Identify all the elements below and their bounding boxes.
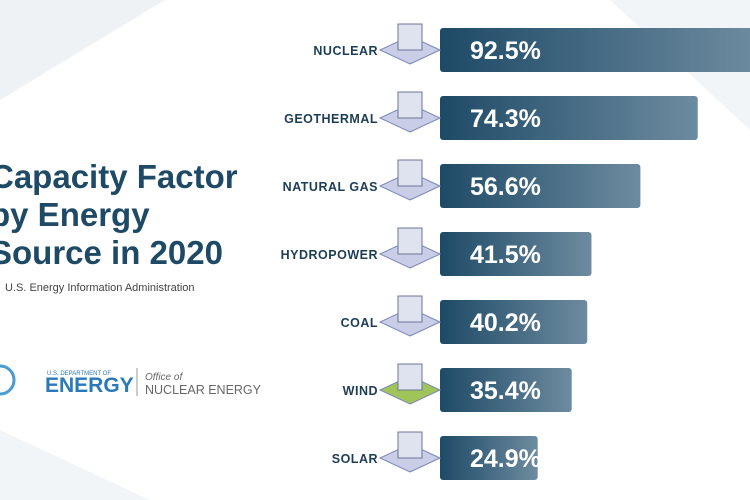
office-main: NUCLEAR ENERGY [145, 383, 262, 397]
category-label: GEOTHERMAL [284, 112, 378, 126]
category-label: WIND [343, 384, 378, 398]
value-label: 40.2% [470, 309, 541, 337]
value-label: 41.5% [470, 241, 541, 269]
icon-body [397, 91, 423, 119]
icon-body [397, 363, 423, 391]
title-line: Source in 2020 [0, 234, 223, 271]
value-label: 92.5% [470, 37, 541, 65]
icon-body [397, 23, 423, 51]
category-label: HYDROPOWER [281, 248, 378, 262]
bar [440, 28, 750, 72]
category-label: NUCLEAR [313, 44, 378, 58]
value-label: 56.6% [470, 173, 541, 201]
title-line: Capacity Factor [0, 158, 238, 195]
doe-main: ENERGY [45, 374, 134, 397]
bar [440, 436, 538, 480]
title-line: by Energy [0, 196, 150, 233]
value-label: 35.4% [470, 377, 541, 405]
doe-top: U.S. DEPARTMENT OF [47, 371, 111, 377]
eia-logo [0, 364, 16, 396]
icon-body [397, 431, 423, 459]
bar [440, 300, 588, 344]
category-label: COAL [341, 316, 378, 330]
bar [440, 164, 641, 208]
value-label: 24.9% [470, 445, 541, 473]
background-shape [0, 0, 165, 100]
icon-body [397, 159, 423, 187]
bar [440, 368, 572, 412]
background-shape [0, 430, 150, 500]
office-top: Office of [145, 372, 183, 383]
category-label: SOLAR [332, 452, 378, 466]
category-label: NATURAL GAS [283, 180, 378, 194]
icon-body [397, 295, 423, 323]
bar [440, 96, 698, 140]
bar [440, 232, 592, 276]
source: U.S. Energy Information Administration [5, 282, 195, 294]
value-label: 74.3% [470, 105, 541, 133]
icon-body [397, 227, 423, 255]
